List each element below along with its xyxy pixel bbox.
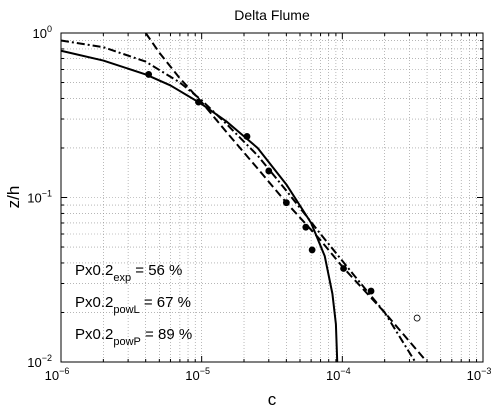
annotation-text: Px0.2powL = 67 %	[75, 294, 191, 316]
measured-point	[367, 287, 375, 295]
y-tick-label: 10−2	[27, 353, 52, 370]
measured-point	[282, 199, 290, 207]
annotation-text: Px0.2exp = 56 %	[75, 262, 182, 284]
x-axis-label: c	[268, 390, 277, 409]
dash-dot-fit-curve	[60, 39, 417, 363]
y-tick-label: 10−1	[27, 189, 52, 206]
measured-point	[302, 223, 310, 231]
y-tick-label: 100	[33, 24, 52, 41]
y-axis-label: z/h	[4, 186, 23, 209]
data-points	[145, 71, 421, 322]
measured-point	[265, 167, 273, 175]
measured-point	[340, 265, 347, 272]
measured-point	[308, 246, 316, 254]
x-tick-label: 10−5	[185, 366, 210, 383]
annotation-text: Px0.2powP = 89 %	[75, 326, 192, 348]
axis-ticks: 10−6 10−5 10−4 10−3 100 10−1 10−2	[27, 24, 491, 383]
measured-point	[195, 98, 202, 106]
measured-point	[145, 71, 153, 78]
grid	[61, 33, 483, 362]
dashed-fit-curve	[144, 32, 428, 363]
x-tick-label: 10−3	[467, 366, 492, 383]
measured-point	[243, 133, 251, 140]
excluded-point	[413, 314, 421, 322]
x-tick-label: 10−4	[326, 366, 351, 383]
annotations: Px0.2exp = 56 % Px0.2powL = 67 % Px0.2powP…	[75, 262, 192, 348]
chart-title: Delta Flume	[234, 7, 310, 23]
x-tick-label: 10−6	[45, 366, 70, 383]
